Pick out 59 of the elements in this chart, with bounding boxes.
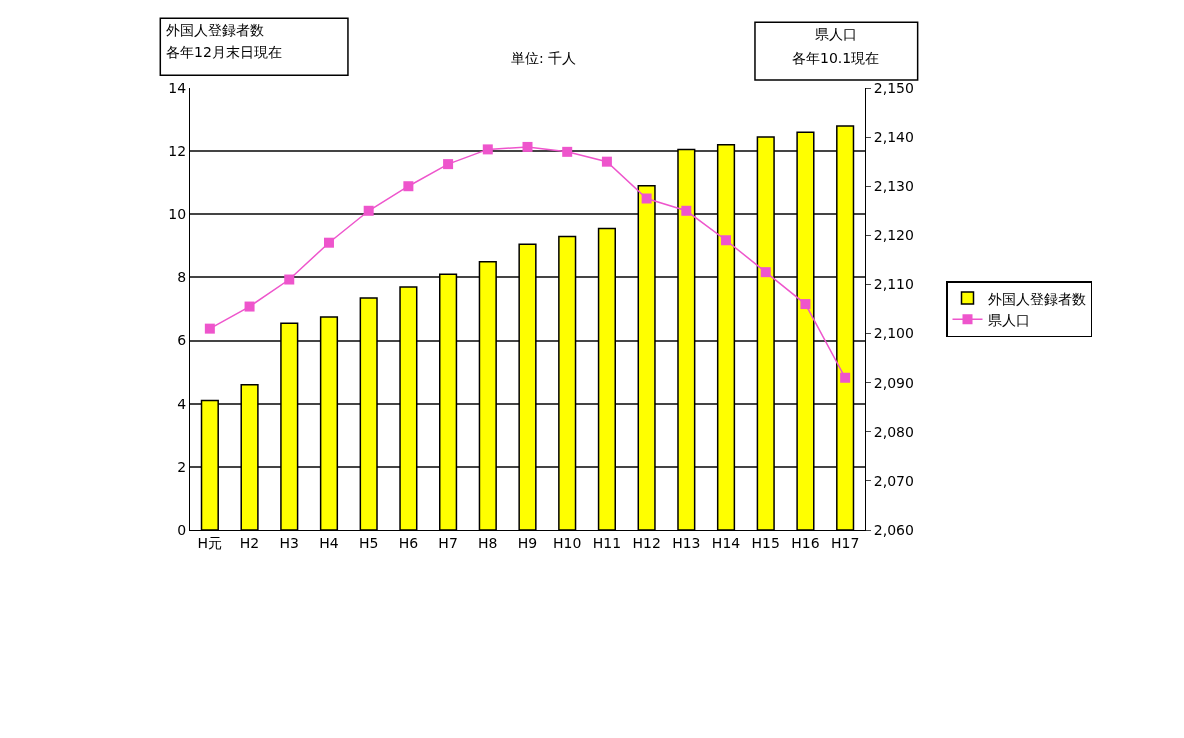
x-tick-label: H14 — [711, 534, 741, 551]
x-tick-label: H13 — [672, 534, 701, 551]
y-tick-label: 12 — [168, 143, 187, 160]
point — [244, 301, 255, 312]
point — [363, 205, 374, 216]
legend-label: 県人口 — [987, 311, 1030, 328]
point — [482, 144, 493, 155]
y2-tick-label: 2,070 — [873, 472, 914, 489]
y-tick-label: 0 — [177, 521, 187, 538]
y2-tick-label: 2,090 — [873, 374, 914, 391]
y-tick-label: 6 — [177, 332, 187, 349]
x-tick-label: H9 — [517, 534, 538, 551]
x-tick-label: H16 — [791, 534, 820, 551]
text: 各年12月末日現在 — [166, 44, 282, 60]
point — [721, 235, 732, 246]
point — [522, 141, 533, 152]
chart-subtitle: 単位: 千人 — [511, 50, 577, 66]
x-tick-label: H4 — [319, 534, 339, 551]
x-tick-label: H5 — [358, 534, 379, 551]
x-tick-label: H11 — [592, 534, 622, 551]
x-tick-label: H8 — [478, 534, 498, 551]
point — [284, 274, 295, 285]
legend-label: 外国人登録者数 — [987, 290, 1086, 307]
y2-tick-label: 2,120 — [873, 227, 914, 244]
y-tick-label: 8 — [177, 269, 187, 286]
point — [760, 267, 771, 278]
y-tick-label: 14 — [168, 79, 187, 96]
y2-tick-label: 2,080 — [873, 423, 914, 440]
point — [443, 159, 454, 170]
x-tick-label: H12 — [632, 534, 661, 551]
text: 各年10.1現在 — [792, 50, 880, 66]
x-tick-label: H17 — [830, 534, 860, 551]
y-tick-label: 2 — [177, 458, 187, 475]
x-tick-label: H3 — [279, 534, 299, 551]
y2-axis-title: 県人口 — [815, 26, 857, 42]
x-tick-label: H6 — [398, 534, 419, 551]
point — [562, 146, 573, 157]
point — [323, 237, 334, 248]
x-tick-label: H7 — [438, 534, 458, 551]
point — [204, 323, 215, 334]
x-tick-label: H15 — [751, 534, 780, 551]
x-tick-label: H10 — [553, 534, 582, 551]
y2-tick-label: 2,110 — [873, 276, 914, 293]
x-tick-label: H元 — [197, 534, 223, 551]
y-tick-label: 4 — [177, 395, 187, 412]
point — [800, 299, 811, 310]
point — [681, 205, 692, 216]
y2-tick-label: 2,140 — [873, 129, 914, 146]
point — [840, 372, 851, 383]
point — [403, 181, 414, 192]
y-tick-label: 10 — [168, 206, 187, 223]
y2-tick-label: 2,150 — [873, 79, 914, 96]
y2-tick-label: 2,060 — [873, 521, 914, 538]
y2-tick-label: 2,100 — [873, 325, 914, 342]
x-tick-label: H2 — [239, 534, 260, 551]
y-axis-title: 外国人登録者数 — [166, 22, 264, 38]
point — [641, 193, 652, 204]
y2-tick-label: 2,130 — [873, 178, 914, 195]
point — [601, 156, 612, 167]
